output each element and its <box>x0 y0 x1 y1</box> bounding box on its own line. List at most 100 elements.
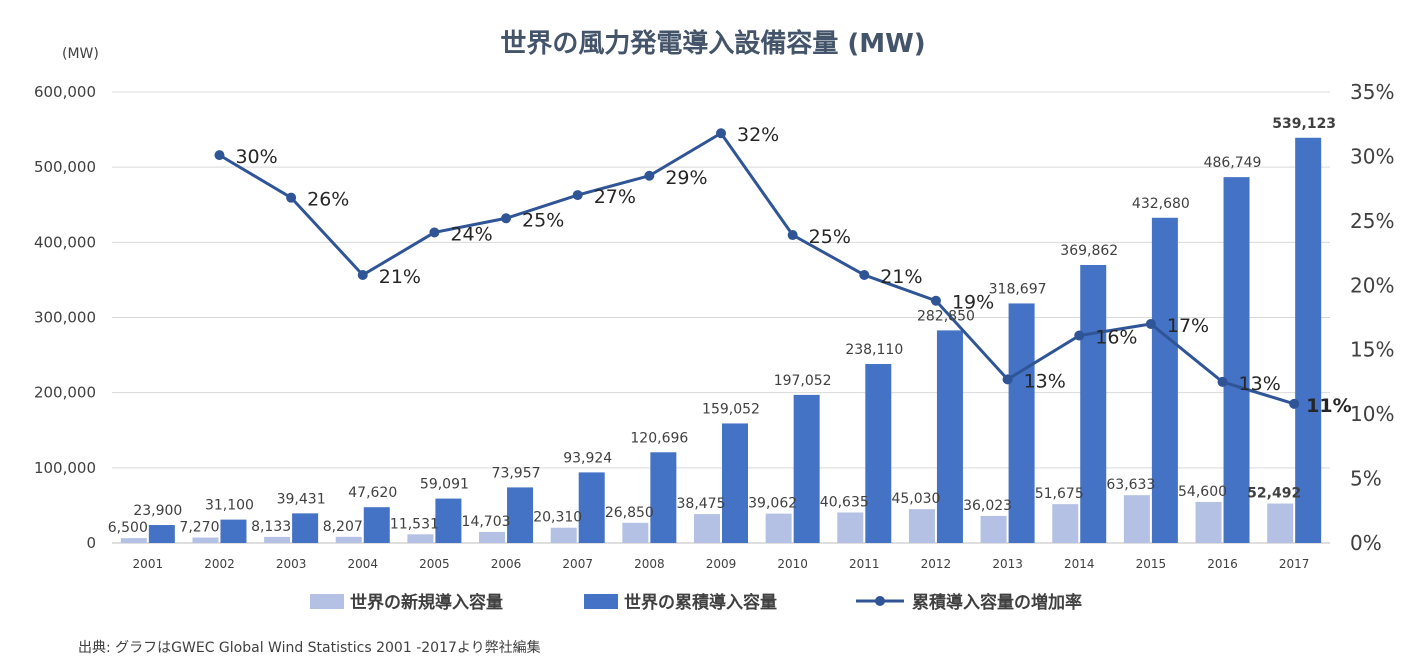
growth-rate-marker <box>1002 374 1013 385</box>
bar-new-capacity <box>407 534 434 543</box>
y2-tick-label: 25% <box>1350 209 1394 233</box>
x-tick-label: 2010 <box>777 557 808 571</box>
data-label-cumulative: 159,052 <box>702 401 760 417</box>
data-label-growth-rate: 26% <box>307 189 349 211</box>
growth-rate-marker <box>357 269 368 280</box>
bar-cumulative-capacity <box>1295 137 1322 543</box>
data-label-new: 54,600 <box>1178 484 1227 500</box>
data-label-cumulative: 432,680 <box>1132 196 1190 212</box>
legend-swatch-new <box>310 594 344 609</box>
x-tick-label: 2007 <box>562 557 593 571</box>
x-tick-label: 2012 <box>921 557 952 571</box>
data-label-cumulative: 120,696 <box>630 430 688 446</box>
data-label-cumulative: 486,749 <box>1204 155 1262 171</box>
data-label-new: 51,675 <box>1035 486 1084 502</box>
data-label-new: 26,850 <box>605 505 654 521</box>
data-label-cumulative: 93,924 <box>563 450 612 466</box>
y2-tick-label: 5% <box>1350 467 1382 491</box>
growth-rate-marker <box>716 128 726 139</box>
data-label-new: 40,635 <box>820 494 869 510</box>
y-tick-label: 600,000 <box>34 83 96 101</box>
line-series <box>214 128 1300 409</box>
bar-cumulative-capacity <box>650 452 677 543</box>
data-label-growth-rate: 13% <box>1024 370 1066 392</box>
y-tick-label: 400,000 <box>34 233 96 251</box>
legend-swatch-cumulative <box>584 594 618 609</box>
bar-new-capacity <box>335 536 362 543</box>
data-label-new: 14,703 <box>462 514 511 530</box>
bar-new-capacity <box>192 537 219 543</box>
bar-series <box>120 137 1322 543</box>
data-label-new: 11,531 <box>390 516 439 532</box>
bar-new-capacity <box>120 538 147 543</box>
growth-rate-marker <box>1217 376 1228 387</box>
bar-new-capacity <box>1052 504 1079 543</box>
x-tick-label: 2016 <box>1207 557 1238 571</box>
y-axis-unit-label: (MW) <box>62 46 99 62</box>
growth-rate-marker <box>501 213 512 224</box>
x-tick-label: 2005 <box>419 557 450 571</box>
data-label-growth-rate: 13% <box>1239 373 1281 395</box>
data-label-growth-rate: 25% <box>522 209 564 231</box>
y-tick-label: 500,000 <box>34 158 96 176</box>
data-label-growth-rate: 21% <box>379 266 421 288</box>
data-label-growth-rate: 17% <box>1167 315 1209 337</box>
bar-cumulative-capacity <box>292 513 319 543</box>
growth-rate-marker <box>429 227 440 238</box>
data-label-cumulative: 39,431 <box>277 491 326 507</box>
y-tick-label: 0 <box>86 534 96 552</box>
data-label-new: 20,310 <box>533 510 582 526</box>
bar-new-capacity <box>479 531 506 543</box>
bar-new-capacity <box>837 512 864 543</box>
data-label-new: 52,492 <box>1247 486 1301 502</box>
legend-label-rate: 累積導入容量の増加率 <box>912 592 1082 613</box>
data-label-cumulative: 539,123 <box>1272 116 1336 132</box>
y2-tick-label: 10% <box>1350 402 1394 426</box>
bar-cumulative-capacity <box>148 525 175 543</box>
bar-cumulative-capacity <box>1008 303 1035 543</box>
source-note: 出典: グラフはGWEC Global Wind Statistics 2001… <box>78 639 541 656</box>
growth-rate-marker <box>787 230 798 241</box>
legend-label-cumulative: 世界の累積導入容量 <box>624 592 777 613</box>
y-tick-label: 300,000 <box>34 309 96 327</box>
x-tick-label: 2013 <box>992 557 1023 571</box>
data-label-growth-rate: 24% <box>450 223 492 245</box>
bar-new-capacity <box>1267 503 1294 543</box>
x-tick-label: 2006 <box>491 557 522 571</box>
bar-new-capacity <box>694 514 720 543</box>
data-label-new: 8,133 <box>251 519 291 535</box>
growth-rate-marker <box>572 190 583 201</box>
x-tick-label: 2014 <box>1064 557 1095 571</box>
data-label-cumulative: 23,900 <box>133 503 182 519</box>
growth-rate-marker <box>1145 318 1156 329</box>
bar-new-capacity <box>765 513 792 543</box>
bar-new-capacity <box>908 509 935 543</box>
data-label-new: 39,062 <box>748 496 797 512</box>
growth-rate-marker <box>644 170 655 181</box>
y-axis-primary: 0 100,000 200,000 300,000 400,000 500,000 600,… <box>34 83 96 552</box>
y-tick-label: 200,000 <box>34 384 96 402</box>
y2-tick-label: 0% <box>1350 531 1382 555</box>
data-label-cumulative: 238,110 <box>845 342 903 358</box>
bar-cumulative-capacity <box>363 507 390 543</box>
y2-tick-label: 35% <box>1350 80 1394 104</box>
bar-cumulative-capacity <box>507 487 534 543</box>
data-label-new: 38,475 <box>677 496 726 512</box>
data-label-cumulative: 282,850 <box>917 308 975 324</box>
y2-tick-label: 15% <box>1350 338 1394 362</box>
bar-new-capacity <box>622 522 649 543</box>
gridlines <box>112 91 1330 544</box>
data-label-cumulative: 31,100 <box>205 498 254 514</box>
growth-rate-marker <box>286 192 297 203</box>
data-label-growth-rate: 11% <box>1306 395 1351 417</box>
legend-label-new: 世界の新規導入容量 <box>350 592 503 613</box>
data-label-growth-rate: 19% <box>952 292 994 314</box>
x-tick-label: 2002 <box>204 557 235 571</box>
bar-cumulative-capacity <box>578 472 605 543</box>
x-tick-label: 2015 <box>1136 557 1167 571</box>
bar-new-capacity <box>550 527 577 543</box>
data-label-new: 45,030 <box>891 491 940 507</box>
y2-tick-label: 30% <box>1350 144 1394 168</box>
x-tick-label: 2008 <box>634 557 665 571</box>
